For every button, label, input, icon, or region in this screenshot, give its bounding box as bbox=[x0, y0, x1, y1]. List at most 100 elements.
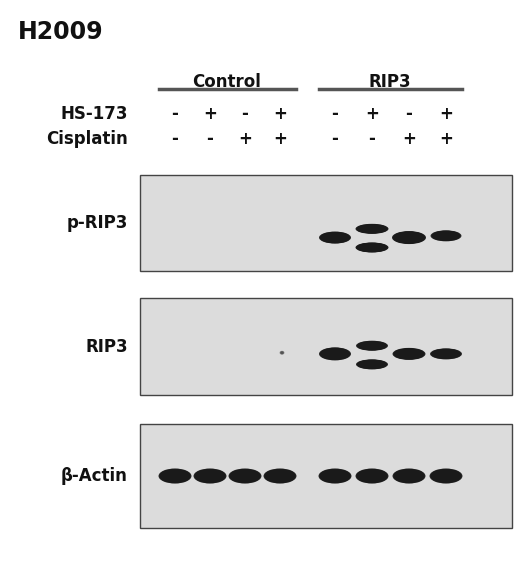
Ellipse shape bbox=[329, 352, 341, 356]
Ellipse shape bbox=[403, 235, 415, 240]
Ellipse shape bbox=[319, 469, 352, 483]
Ellipse shape bbox=[200, 471, 221, 481]
Ellipse shape bbox=[327, 350, 343, 357]
Ellipse shape bbox=[321, 349, 348, 359]
Ellipse shape bbox=[359, 360, 385, 368]
Ellipse shape bbox=[237, 473, 253, 479]
Ellipse shape bbox=[393, 231, 426, 244]
Ellipse shape bbox=[396, 349, 422, 359]
Ellipse shape bbox=[357, 224, 387, 233]
Ellipse shape bbox=[356, 359, 388, 370]
Ellipse shape bbox=[355, 224, 388, 234]
Ellipse shape bbox=[400, 472, 419, 480]
Ellipse shape bbox=[429, 469, 462, 483]
Ellipse shape bbox=[433, 349, 460, 359]
Ellipse shape bbox=[229, 469, 261, 483]
Ellipse shape bbox=[164, 471, 186, 481]
Ellipse shape bbox=[360, 225, 384, 233]
Ellipse shape bbox=[237, 472, 253, 480]
Ellipse shape bbox=[401, 234, 417, 241]
Ellipse shape bbox=[394, 349, 424, 359]
Ellipse shape bbox=[363, 226, 381, 231]
Ellipse shape bbox=[361, 471, 383, 481]
Ellipse shape bbox=[359, 470, 385, 482]
Ellipse shape bbox=[321, 233, 348, 243]
Ellipse shape bbox=[194, 469, 226, 483]
Ellipse shape bbox=[235, 472, 255, 480]
Ellipse shape bbox=[436, 232, 456, 240]
Ellipse shape bbox=[435, 232, 458, 240]
Ellipse shape bbox=[162, 470, 188, 482]
Ellipse shape bbox=[364, 245, 379, 250]
Ellipse shape bbox=[365, 343, 379, 348]
Ellipse shape bbox=[434, 350, 458, 358]
Ellipse shape bbox=[322, 349, 348, 359]
Ellipse shape bbox=[273, 473, 287, 479]
Ellipse shape bbox=[196, 470, 224, 482]
Ellipse shape bbox=[430, 349, 462, 359]
Ellipse shape bbox=[271, 472, 289, 480]
Ellipse shape bbox=[431, 469, 461, 483]
Ellipse shape bbox=[329, 236, 341, 240]
Ellipse shape bbox=[272, 473, 287, 479]
Text: β-Actin: β-Actin bbox=[61, 467, 128, 485]
Ellipse shape bbox=[365, 362, 379, 367]
Ellipse shape bbox=[356, 224, 388, 234]
Ellipse shape bbox=[396, 233, 422, 243]
Ellipse shape bbox=[238, 473, 252, 479]
Ellipse shape bbox=[359, 244, 385, 251]
Text: +: + bbox=[238, 130, 252, 147]
Ellipse shape bbox=[267, 470, 293, 482]
Ellipse shape bbox=[393, 348, 426, 360]
Ellipse shape bbox=[321, 232, 349, 243]
Ellipse shape bbox=[161, 469, 189, 483]
Ellipse shape bbox=[432, 349, 460, 359]
Ellipse shape bbox=[327, 472, 343, 480]
Ellipse shape bbox=[326, 350, 344, 357]
Ellipse shape bbox=[395, 232, 423, 243]
Ellipse shape bbox=[159, 469, 192, 483]
Ellipse shape bbox=[323, 349, 347, 359]
Ellipse shape bbox=[280, 351, 284, 354]
Ellipse shape bbox=[202, 472, 218, 480]
Ellipse shape bbox=[265, 469, 295, 483]
Ellipse shape bbox=[402, 351, 417, 357]
Ellipse shape bbox=[364, 245, 380, 250]
Ellipse shape bbox=[397, 471, 420, 481]
Ellipse shape bbox=[232, 470, 259, 482]
Ellipse shape bbox=[320, 232, 351, 243]
Ellipse shape bbox=[236, 472, 254, 480]
Ellipse shape bbox=[325, 234, 345, 241]
Ellipse shape bbox=[239, 473, 251, 479]
Ellipse shape bbox=[437, 472, 455, 480]
Ellipse shape bbox=[195, 469, 225, 483]
Ellipse shape bbox=[233, 470, 257, 482]
Ellipse shape bbox=[433, 231, 460, 241]
Ellipse shape bbox=[328, 235, 342, 240]
Ellipse shape bbox=[431, 349, 461, 359]
Ellipse shape bbox=[166, 472, 184, 480]
Ellipse shape bbox=[280, 351, 284, 354]
Ellipse shape bbox=[358, 469, 387, 483]
Ellipse shape bbox=[201, 472, 219, 480]
Ellipse shape bbox=[363, 361, 381, 367]
Ellipse shape bbox=[355, 243, 388, 252]
Ellipse shape bbox=[433, 349, 459, 359]
Ellipse shape bbox=[326, 234, 344, 241]
Ellipse shape bbox=[328, 351, 342, 357]
Ellipse shape bbox=[325, 471, 346, 481]
Ellipse shape bbox=[324, 349, 346, 359]
Ellipse shape bbox=[402, 235, 416, 240]
Ellipse shape bbox=[437, 351, 454, 357]
Ellipse shape bbox=[280, 351, 284, 354]
Ellipse shape bbox=[329, 473, 341, 479]
Ellipse shape bbox=[274, 473, 286, 479]
Ellipse shape bbox=[363, 226, 381, 231]
Ellipse shape bbox=[399, 350, 419, 357]
Ellipse shape bbox=[365, 362, 379, 367]
Text: Cisplatin: Cisplatin bbox=[46, 130, 128, 147]
Ellipse shape bbox=[397, 233, 421, 242]
Ellipse shape bbox=[396, 349, 422, 359]
Ellipse shape bbox=[358, 243, 387, 252]
Ellipse shape bbox=[362, 343, 382, 349]
